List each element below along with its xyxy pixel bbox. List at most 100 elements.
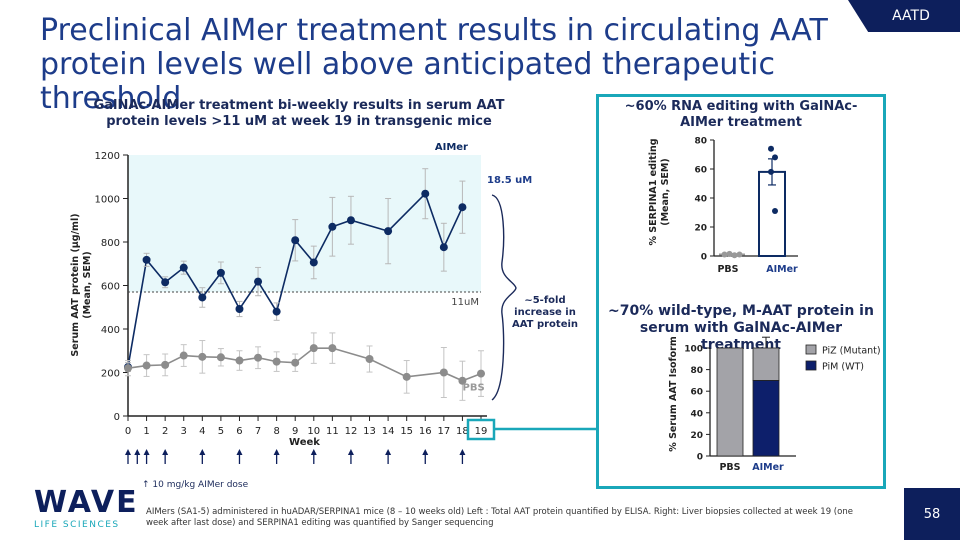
data-point-pbs (198, 352, 207, 361)
x-tick-label: 1 (143, 426, 149, 437)
left-chart-title: GalNAc-AIMer treatment bi-weekly results… (93, 98, 505, 129)
data-point-aimer (291, 236, 300, 245)
increase-brace (491, 194, 517, 401)
dose-arrow-head (422, 449, 429, 455)
x-tick-label: 8 (273, 426, 279, 437)
footnote: AIMers (SA1-5) administered in huADAR/SE… (146, 507, 853, 528)
editing-x-label-pbs: PBS (717, 264, 738, 275)
y-axis-label: Serum AAT protein (µg/ml)(Mean, SEM) (70, 213, 93, 356)
isoform-x-label-aimer: AIMer (752, 462, 784, 473)
legend-swatch (805, 344, 817, 355)
increase-annotation: ~5-fold increase in AAT protein (512, 295, 578, 330)
data-point-pbs (216, 353, 225, 362)
x-tick-label: 15 (400, 426, 413, 437)
y-tick-label: 600 (101, 282, 120, 293)
data-point-aimer (458, 203, 467, 212)
data-point-pbs (458, 376, 467, 385)
editing-chart-title: ~60% RNA editing with GalNAc-AIMer treat… (624, 99, 858, 130)
editing-y-axis-label: % SERPINA1 editing(Mean, SEM) (648, 138, 671, 245)
dose-arrow-head (125, 449, 131, 455)
isoform-bar-mut-aimer (752, 347, 780, 381)
data-point-pbs (309, 344, 318, 353)
x-tick-label: 12 (345, 426, 358, 437)
legend-label: PiZ (Mutant) (822, 346, 881, 357)
x-tick-label: 5 (218, 426, 224, 437)
y-axis-label-line2: (Mean, SEM) (82, 251, 93, 318)
x-tick-label: 16 (419, 426, 432, 437)
increase-line1: ~5-fold (524, 295, 565, 306)
isoform-bar-wt-aimer (752, 379, 780, 457)
aimer-range-shading (128, 155, 481, 293)
data-point-aimer (142, 255, 151, 264)
data-point-pbs (179, 351, 188, 360)
editing-point-aimer (772, 208, 778, 215)
y-tick-label: 1000 (95, 195, 120, 206)
editing-y-tick-label: 20 (694, 224, 707, 234)
series-label-aimer: AIMer (435, 142, 468, 153)
editing-point-pbs (726, 250, 733, 257)
editing-point-aimer (768, 145, 774, 152)
dose-arrow-head (459, 449, 466, 455)
data-point-aimer (254, 277, 263, 286)
isoform-y-tick-label: 40 (690, 409, 703, 419)
dose-arrow-head (134, 449, 141, 455)
data-point-pbs (291, 358, 300, 367)
data-point-pbs (328, 344, 337, 353)
data-point-pbs (235, 356, 244, 365)
data-point-pbs (161, 360, 170, 369)
x-tick-label: 6 (236, 426, 242, 437)
editing-point-pbs (731, 252, 738, 259)
editing-point-aimer (768, 168, 774, 175)
x-tick-label: 18 (456, 426, 469, 437)
y-tick-label: 400 (101, 325, 120, 336)
editing-y-tick-label: 80 (694, 137, 707, 147)
editing-y-tick-label: 60 (694, 166, 707, 176)
page-number: 58 (904, 488, 960, 540)
editing-y-tick-label: 40 (694, 195, 707, 205)
x-tick-label: 19 (475, 426, 488, 437)
editing-y-label-line1: % SERPINA1 editing (648, 138, 659, 245)
data-point-pbs (402, 372, 411, 381)
y-axis-label-line1: Serum AAT protein (µg/ml) (70, 213, 81, 356)
right-panel-frame (596, 94, 886, 489)
isoform-y-tick-label: 60 (690, 388, 703, 398)
data-point-pbs (254, 353, 263, 362)
data-point-pbs (272, 357, 281, 366)
editing-point-pbs (736, 251, 743, 258)
x-tick-label: 14 (382, 426, 395, 437)
x-tick-label: 3 (181, 426, 187, 437)
data-point-aimer (439, 243, 448, 252)
x-tick-label: 2 (162, 426, 168, 437)
editing-x-label-aimer: AIMer (766, 264, 798, 275)
editing-point-aimer (772, 154, 778, 161)
editing-point-pbs (721, 251, 728, 258)
y-tick-label: 200 (101, 369, 120, 380)
x-tick-label: 9 (292, 426, 298, 437)
data-point-aimer (272, 307, 281, 316)
dose-legend-label: 10 mg/kg AIMer dose (152, 480, 249, 490)
top-value-annotation: 18.5 uM (487, 175, 532, 186)
logo-subtitle: LIFE SCIENCES (34, 520, 120, 530)
dose-arrow-head (143, 449, 150, 455)
dose-legend: ↑ 10 mg/kg AIMer dose (142, 480, 248, 490)
legend-swatch (805, 360, 817, 371)
logo-wordmark: WAVE (34, 485, 139, 520)
increase-line2: increase in (514, 307, 576, 318)
editing-bar-aimer (758, 170, 786, 257)
editing-y-tick-label: 0 (701, 253, 707, 263)
isoform-y-tick-label: 0 (697, 453, 703, 463)
increase-line3: AAT protein (512, 319, 578, 330)
data-point-pbs (142, 361, 151, 370)
data-point-aimer (179, 263, 188, 272)
dose-arrow-head (310, 449, 317, 455)
x-tick-label: 7 (255, 426, 261, 437)
legend-label: PiM (WT) (822, 362, 864, 373)
y-tick-label: 0 (114, 412, 120, 423)
isoform-bar-mut-pbs (716, 347, 744, 457)
data-point-aimer (328, 222, 337, 231)
dose-arrow-head (347, 449, 354, 455)
series-label-pbs: PBS (463, 382, 485, 393)
dose-arrow-head (236, 449, 243, 455)
x-tick-label: 0 (125, 426, 131, 437)
